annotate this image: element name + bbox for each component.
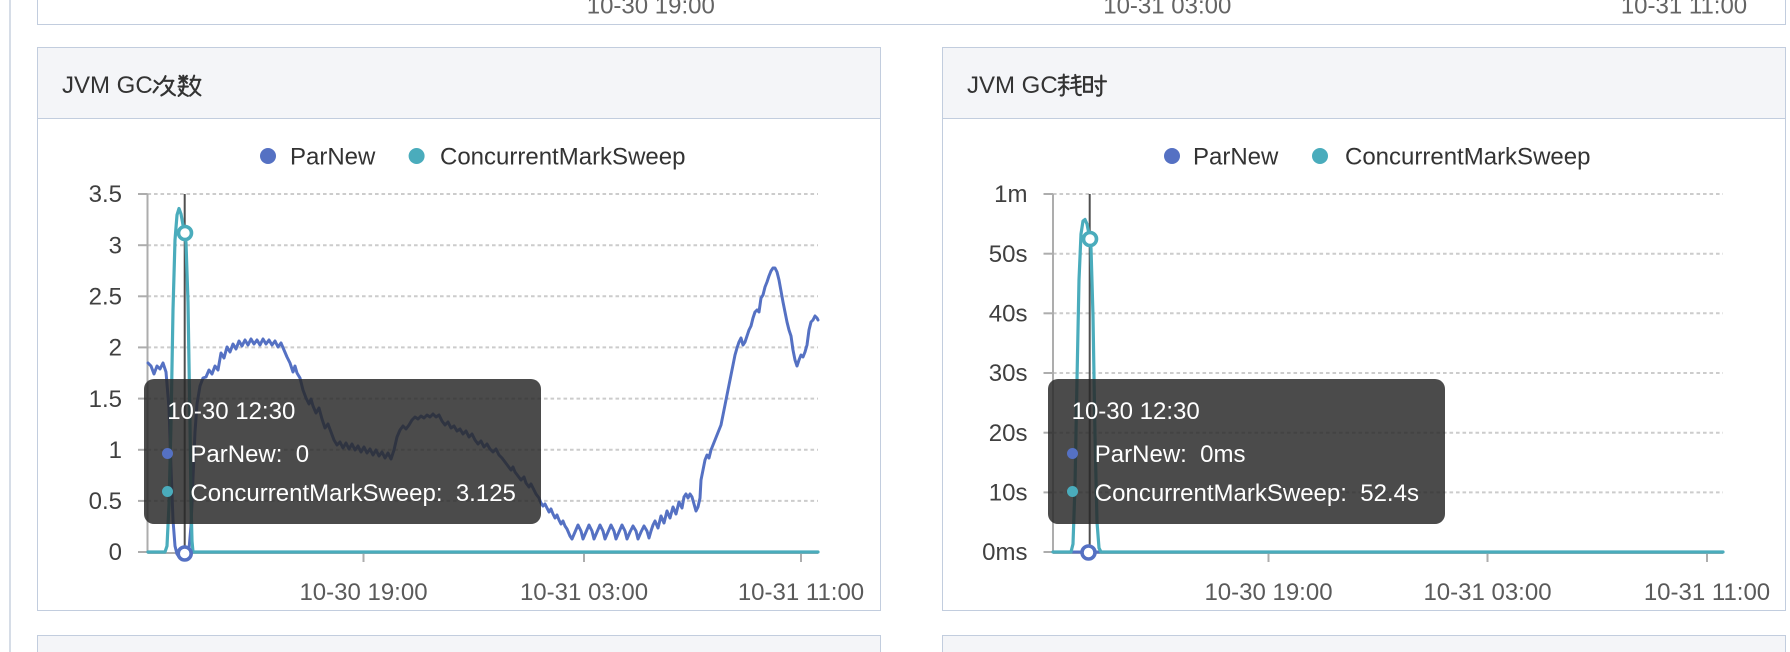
svg-text:ParNew: ParNew	[290, 144, 376, 171]
svg-text:10-30 19:00: 10-30 19:00	[299, 579, 427, 606]
svg-text:1m: 1m	[994, 181, 1027, 208]
svg-text:3.5: 3.5	[89, 181, 122, 208]
svg-text:ConcurrentMarkSweep: ConcurrentMarkSweep	[440, 144, 685, 171]
svg-text:1: 1	[109, 437, 122, 464]
svg-text:3: 3	[109, 232, 122, 259]
svg-text:20s: 20s	[989, 420, 1028, 447]
svg-text:50s: 50s	[989, 241, 1028, 268]
svg-text:10-31 03:00: 10-31 03:00	[1423, 579, 1551, 606]
svg-text:10-30 19:00: 10-30 19:00	[1204, 579, 1332, 606]
svg-text:10-31 11:00: 10-31 11:00	[1621, 0, 1747, 19]
svg-text:ConcurrentMarkSweep: ConcurrentMarkSweep	[1345, 144, 1590, 171]
svg-text:2.5: 2.5	[89, 284, 122, 311]
svg-text:10-30 19:00: 10-30 19:00	[587, 0, 715, 19]
svg-text:1.5: 1.5	[89, 386, 122, 413]
svg-text:10s: 10s	[989, 480, 1028, 507]
svg-text:10-31 11:00: 10-31 11:00	[738, 579, 864, 606]
svg-text:10-31 03:00: 10-31 03:00	[520, 579, 648, 606]
svg-text:0.5: 0.5	[89, 488, 122, 515]
svg-text:ParNew: ParNew	[1193, 144, 1279, 171]
svg-text:30s: 30s	[989, 360, 1028, 387]
svg-text:2: 2	[109, 335, 122, 362]
svg-text:0ms: 0ms	[982, 539, 1027, 566]
svg-text:10-31 11:00: 10-31 11:00	[1644, 579, 1770, 606]
svg-text:40s: 40s	[989, 301, 1028, 328]
svg-text:0: 0	[109, 539, 122, 566]
svg-text:10-31 03:00: 10-31 03:00	[1103, 0, 1231, 19]
